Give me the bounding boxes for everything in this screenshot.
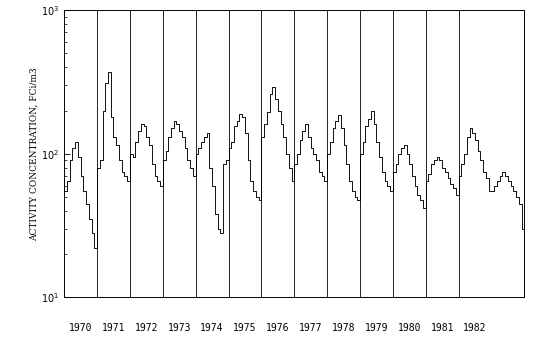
Text: 1978: 1978 [332, 323, 355, 333]
Y-axis label: ACTIVITY CONCENTRATION, FCi/m3: ACTIVITY CONCENTRATION, FCi/m3 [29, 67, 39, 241]
Text: 1974: 1974 [200, 323, 224, 333]
Text: 1975: 1975 [233, 323, 257, 333]
Text: 1976: 1976 [266, 323, 289, 333]
Text: 1977: 1977 [299, 323, 323, 333]
Text: 1980: 1980 [398, 323, 421, 333]
Text: 1982: 1982 [463, 323, 487, 333]
Text: 1971: 1971 [102, 323, 125, 333]
Text: 1979: 1979 [365, 323, 388, 333]
Text: 1973: 1973 [167, 323, 191, 333]
Text: 1972: 1972 [135, 323, 158, 333]
Text: 1981: 1981 [430, 323, 454, 333]
Text: 1970: 1970 [69, 323, 93, 333]
